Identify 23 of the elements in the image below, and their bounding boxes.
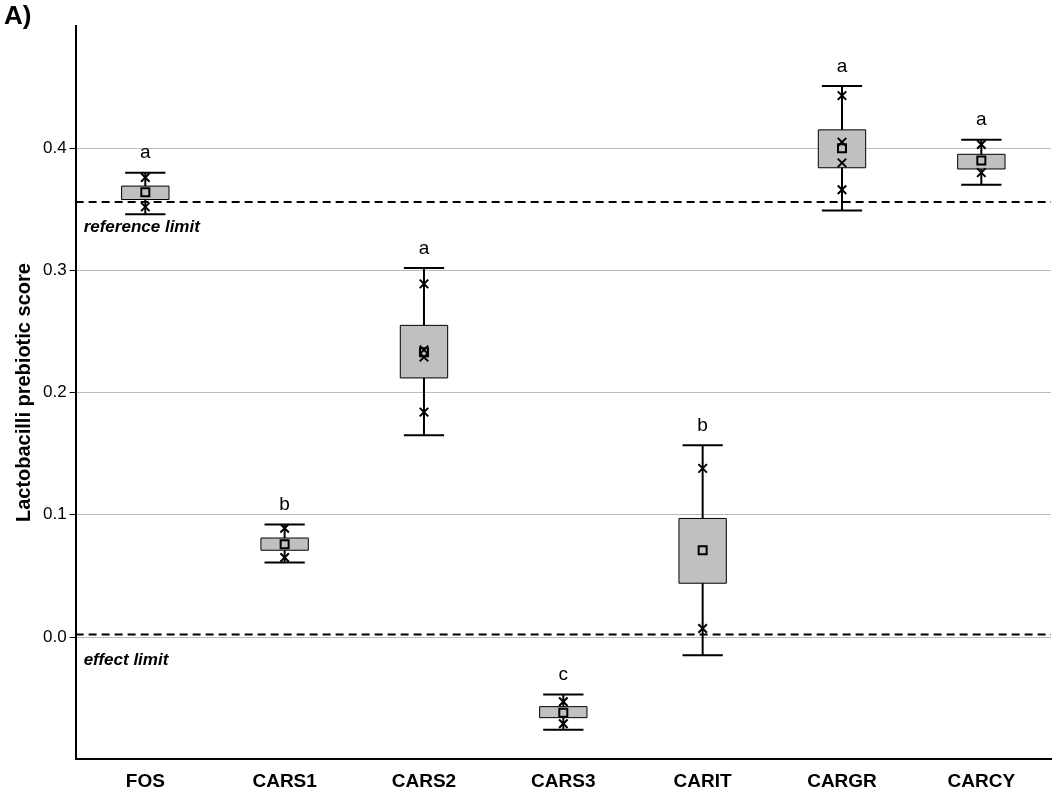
chart-title: A): [4, 0, 32, 31]
x-tick-label: CARIT: [673, 769, 733, 791]
x-tick-label: CARCY: [947, 769, 1016, 791]
x-tick-label: CARS1: [252, 769, 318, 791]
annotation: a: [836, 54, 848, 76]
y-axis-title: Lactobacilli prebiotic score: [11, 263, 34, 523]
y-tick-label: 0.4: [42, 137, 67, 157]
annotation: a: [140, 141, 152, 163]
x-tick-label: CARS2: [391, 769, 457, 791]
annotation: a: [418, 236, 430, 258]
annotation: b: [279, 493, 290, 515]
ref-line-label: effect limit: [83, 649, 170, 669]
x-tick-label: FOS: [125, 769, 165, 791]
annotation: c: [558, 663, 569, 685]
y-tick-label: 0.0: [42, 626, 67, 646]
y-tick-label: 0.3: [42, 260, 67, 280]
x-tick-label: CARGR: [807, 769, 878, 791]
annotation: a: [976, 108, 988, 130]
x-tick-label: CARS3: [531, 769, 596, 791]
ref-line-label: reference limit: [83, 217, 202, 237]
y-tick-label: 0.1: [42, 504, 67, 524]
y-tick-label: 0.2: [42, 382, 67, 402]
annotation: b: [697, 413, 708, 435]
